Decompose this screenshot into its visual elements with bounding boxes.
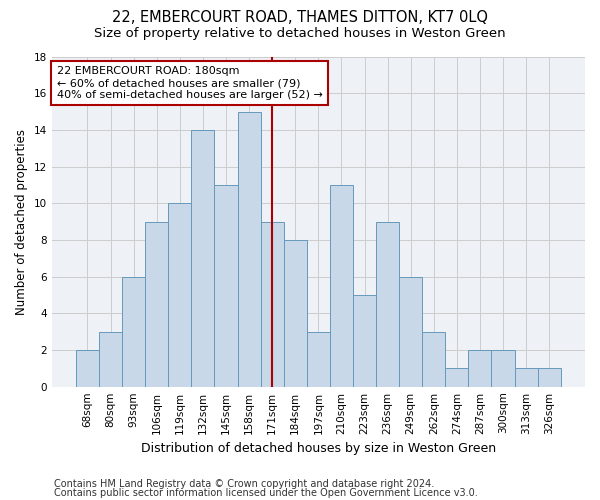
Y-axis label: Number of detached properties: Number of detached properties	[15, 128, 28, 314]
Bar	[238, 112, 260, 386]
Text: Size of property relative to detached houses in Weston Green: Size of property relative to detached ho…	[94, 28, 506, 40]
Bar	[353, 295, 376, 386]
X-axis label: Distribution of detached houses by size in Weston Green: Distribution of detached houses by size …	[141, 442, 496, 455]
Bar	[99, 332, 122, 386]
Bar	[284, 240, 307, 386]
Bar	[491, 350, 515, 387]
Bar	[330, 185, 353, 386]
Bar	[122, 276, 145, 386]
Bar	[376, 222, 399, 386]
Bar	[445, 368, 469, 386]
Bar	[422, 332, 445, 386]
Text: Contains public sector information licensed under the Open Government Licence v3: Contains public sector information licen…	[54, 488, 478, 498]
Bar	[538, 368, 561, 386]
Text: 22 EMBERCOURT ROAD: 180sqm
← 60% of detached houses are smaller (79)
40% of semi: 22 EMBERCOURT ROAD: 180sqm ← 60% of deta…	[57, 66, 323, 100]
Text: 22, EMBERCOURT ROAD, THAMES DITTON, KT7 0LQ: 22, EMBERCOURT ROAD, THAMES DITTON, KT7 …	[112, 10, 488, 25]
Bar	[515, 368, 538, 386]
Bar	[469, 350, 491, 387]
Bar	[76, 350, 99, 387]
Bar	[214, 185, 238, 386]
Text: Contains HM Land Registry data © Crown copyright and database right 2024.: Contains HM Land Registry data © Crown c…	[54, 479, 434, 489]
Bar	[145, 222, 168, 386]
Bar	[307, 332, 330, 386]
Bar	[168, 203, 191, 386]
Bar	[399, 276, 422, 386]
Bar	[260, 222, 284, 386]
Bar	[191, 130, 214, 386]
